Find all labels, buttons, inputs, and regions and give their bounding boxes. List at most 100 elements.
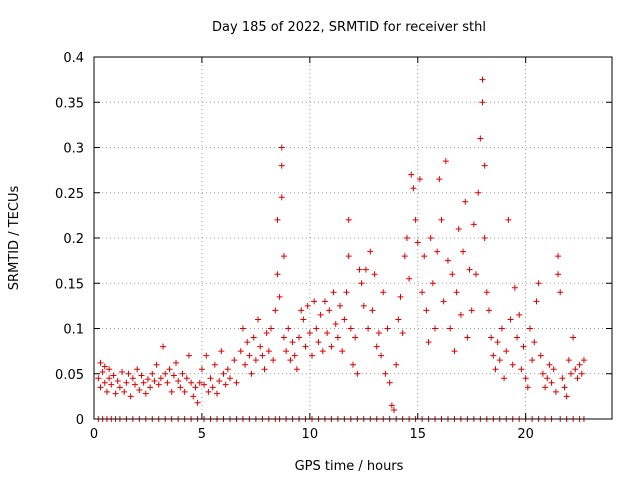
data-point <box>272 307 279 314</box>
data-point <box>306 330 313 337</box>
data-point <box>101 379 108 386</box>
data-point <box>250 334 257 341</box>
data-point <box>144 376 151 383</box>
data-point <box>114 377 121 384</box>
data-point <box>337 302 344 309</box>
data-point <box>185 352 192 359</box>
data-point <box>494 339 501 346</box>
data-point <box>358 280 365 287</box>
data-point <box>244 339 251 346</box>
y-tick-label: 0 <box>76 413 84 428</box>
data-point <box>183 375 190 382</box>
data-point <box>291 352 298 359</box>
data-point <box>222 381 229 388</box>
data-point <box>483 289 490 296</box>
x-tick-label: 0 <box>90 427 98 442</box>
data-point <box>524 384 531 391</box>
data-point <box>369 307 376 314</box>
data-point <box>371 271 378 278</box>
data-point <box>479 99 486 106</box>
data-point <box>419 289 426 296</box>
data-point <box>108 381 115 388</box>
y-tick-label: 0.3 <box>63 142 84 157</box>
data-point <box>278 144 285 151</box>
data-point <box>466 266 473 273</box>
x-tick-label: 10 <box>302 427 319 442</box>
data-point <box>485 307 492 314</box>
data-point <box>354 370 361 377</box>
data-point <box>101 363 108 370</box>
data-point <box>580 357 587 364</box>
data-point <box>112 390 119 397</box>
data-point <box>203 352 210 359</box>
data-point <box>278 194 285 201</box>
data-point <box>526 325 533 332</box>
data-point <box>121 388 128 395</box>
x-axis-label: GPS time / hours <box>295 459 404 474</box>
y-tick-label: 0.4 <box>63 51 84 66</box>
x-tick-label: 20 <box>517 427 534 442</box>
data-point <box>302 343 309 350</box>
data-point <box>162 370 169 377</box>
data-point <box>123 379 130 386</box>
data-point <box>194 399 201 406</box>
data-point <box>317 311 324 318</box>
data-point <box>334 334 341 341</box>
data-point <box>216 377 223 384</box>
data-point <box>248 370 255 377</box>
data-point <box>239 325 246 332</box>
data-point <box>339 348 346 355</box>
data-point <box>192 384 199 391</box>
y-tick-label: 0.05 <box>55 368 84 383</box>
data-point <box>360 302 367 309</box>
data-point <box>412 216 419 223</box>
data-point <box>280 253 287 260</box>
data-point <box>259 352 266 359</box>
data-point <box>168 388 175 395</box>
data-point <box>522 375 529 382</box>
data-point <box>453 289 460 296</box>
data-point <box>155 381 162 388</box>
y-tick-label: 0.1 <box>63 323 84 338</box>
data-point <box>138 372 145 379</box>
data-point <box>421 253 428 260</box>
data-point <box>319 348 326 355</box>
data-point <box>347 325 354 332</box>
data-point <box>468 307 475 314</box>
data-point <box>518 366 525 373</box>
data-point <box>352 334 359 341</box>
data-point <box>481 162 488 169</box>
data-point <box>142 390 149 397</box>
x-tick-label: 15 <box>409 427 426 442</box>
data-point <box>388 402 395 409</box>
data-point <box>106 366 113 373</box>
data-point <box>403 235 410 241</box>
data-point <box>140 379 147 386</box>
data-point <box>341 316 348 323</box>
data-point <box>308 352 315 359</box>
data-point <box>125 370 132 377</box>
data-point <box>548 379 555 386</box>
data-point <box>365 325 372 332</box>
data-point <box>386 379 393 386</box>
data-point <box>444 257 451 264</box>
data-point <box>188 379 195 386</box>
data-point <box>473 271 480 278</box>
data-point <box>214 390 221 397</box>
data-point <box>179 370 186 377</box>
data-point <box>218 348 225 355</box>
data-point <box>477 135 484 142</box>
y-tick-label: 0.2 <box>63 232 84 247</box>
data-point <box>324 330 331 337</box>
data-point <box>416 176 423 183</box>
data-point <box>315 339 322 346</box>
data-point <box>201 381 208 388</box>
data-point <box>460 248 467 255</box>
y-tick-label: 0.25 <box>55 187 84 202</box>
data-point <box>399 330 406 337</box>
data-point <box>209 384 216 391</box>
data-point <box>313 325 320 332</box>
data-point <box>552 388 559 395</box>
data-point <box>505 216 512 223</box>
